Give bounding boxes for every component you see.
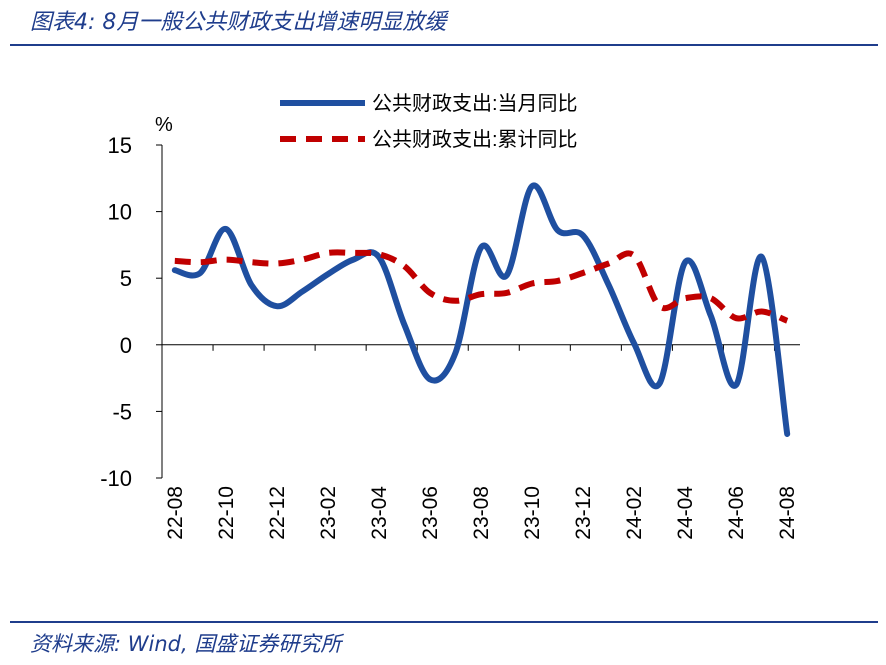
source-note: 资料来源: Wind, 国盛证券研究所 (30, 632, 342, 656)
x-tick-label: 24-02 (623, 486, 646, 540)
y-tick-label: -5 (112, 399, 132, 424)
legend-label-monthly: 公共财政支出:当月同比 (372, 92, 578, 115)
x-tick-label: 24-08 (776, 486, 799, 540)
axes: 15 10 5 0 -5 -10 22-08 22-10 22-12 23-02 23-04 23-0… (100, 133, 800, 540)
x-tick-label: 23-10 (521, 486, 544, 540)
line-chart: 公共财政支出:当月同比 公共财政支出:累计同比 % 15 10 5 0 -5 -10 22-… (100, 92, 800, 540)
footer-rule (10, 621, 878, 623)
series-layer (171, 182, 791, 437)
x-tick-label: 23-06 (419, 486, 442, 540)
y-tick-label: -10 (100, 466, 132, 491)
x-tick-label: 24-06 (725, 486, 748, 540)
y-tick-label: 0 (120, 333, 132, 358)
legend: 公共财政支出:当月同比 公共财政支出:累计同比 (280, 92, 578, 151)
x-tick-label: 23-02 (317, 486, 340, 540)
x-tick-label: 23-12 (572, 486, 595, 540)
x-tick-label: 22-08 (164, 486, 187, 540)
x-tick-label: 24-04 (674, 486, 697, 540)
x-tick-label: 23-04 (368, 486, 391, 540)
y-tick-label: 5 (120, 266, 132, 291)
series-line-cumulative-yoy (174, 249, 789, 324)
y-tick-label: 15 (108, 133, 132, 158)
legend-label-cumulative: 公共财政支出:累计同比 (372, 128, 578, 151)
x-tick-label: 22-10 (215, 486, 238, 540)
series-line-monthly-yoy (171, 182, 791, 437)
x-tick-label: 22-12 (266, 486, 289, 540)
figure-title: 图表4: 8月一般公共财政支出增速明显放缓 (30, 10, 447, 35)
x-tick-label: 23-08 (470, 486, 493, 540)
y-axis-unit: % (155, 114, 173, 136)
title-rule (10, 44, 878, 46)
y-tick-label: 10 (108, 200, 132, 225)
